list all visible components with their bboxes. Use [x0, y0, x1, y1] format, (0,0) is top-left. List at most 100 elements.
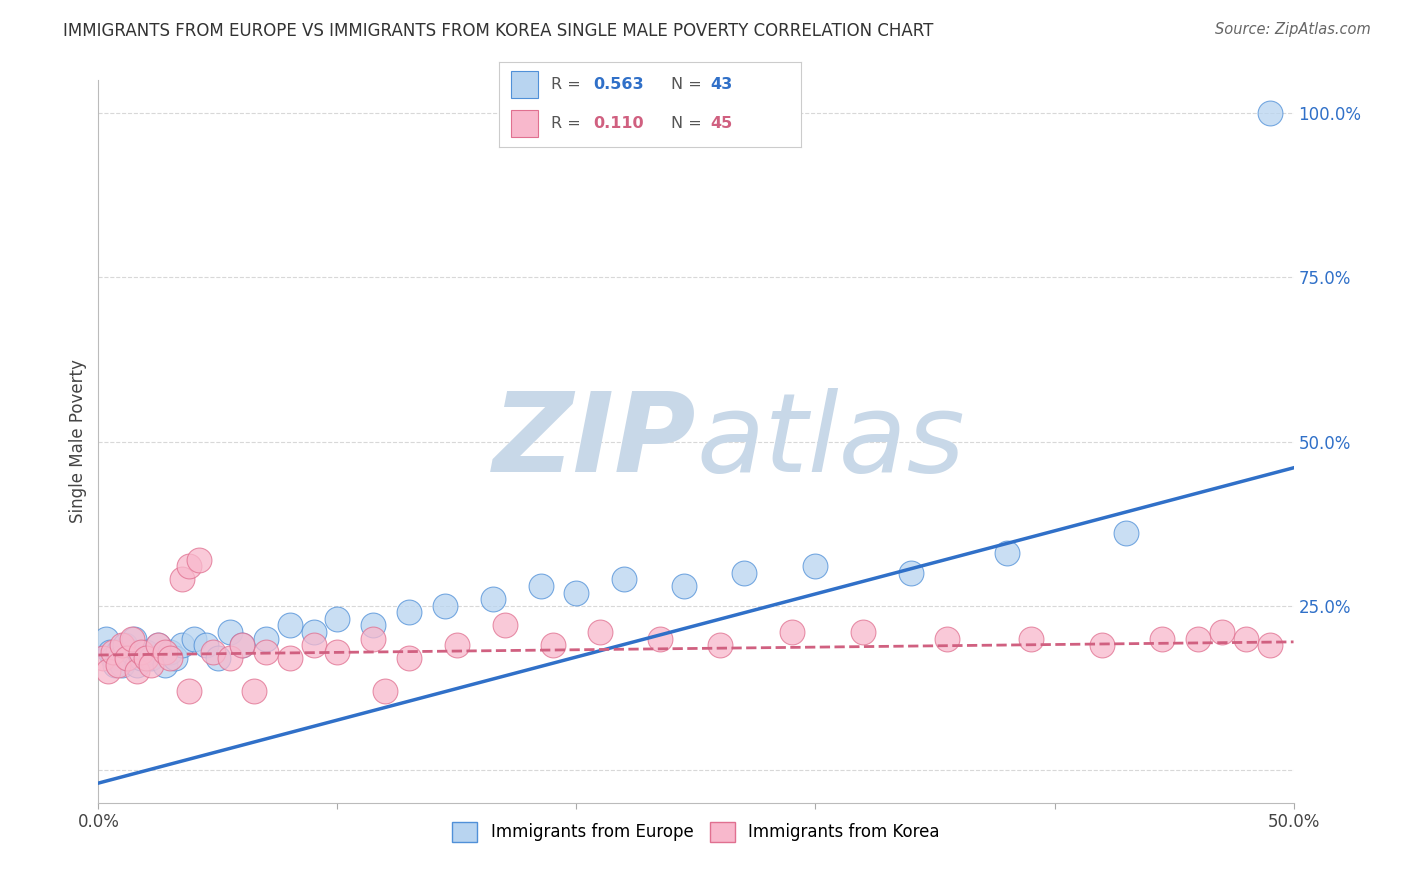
- Text: 0.563: 0.563: [593, 77, 644, 92]
- Point: [159, 651, 181, 665]
- Point: [326, 645, 349, 659]
- Point: [148, 638, 170, 652]
- Point: [148, 638, 170, 652]
- Point: [589, 625, 612, 640]
- Point: [363, 618, 385, 632]
- Point: [124, 632, 146, 646]
- Point: [135, 651, 157, 665]
- Point: [183, 632, 205, 646]
- Point: [1211, 625, 1233, 640]
- Point: [131, 645, 153, 659]
- Point: [278, 651, 301, 665]
- Point: [900, 566, 922, 580]
- Point: [243, 684, 266, 698]
- Point: [155, 657, 177, 672]
- Bar: [512, 71, 538, 98]
- Text: N =: N =: [672, 77, 707, 92]
- Text: N =: N =: [672, 116, 707, 131]
- Text: 43: 43: [710, 77, 733, 92]
- Point: [179, 684, 201, 698]
- Point: [115, 651, 138, 665]
- Text: atlas: atlas: [696, 388, 965, 495]
- Point: [207, 651, 229, 665]
- Point: [97, 665, 120, 679]
- Text: R =: R =: [551, 77, 585, 92]
- Point: [131, 651, 153, 665]
- Point: [101, 651, 124, 665]
- Point: [1187, 632, 1209, 646]
- Point: [91, 651, 114, 665]
- Point: [115, 651, 138, 665]
- Point: [1019, 632, 1042, 646]
- Point: [107, 657, 129, 672]
- Point: [936, 632, 959, 646]
- Point: [254, 632, 277, 646]
- Text: 0.110: 0.110: [593, 116, 644, 131]
- Point: [104, 657, 127, 672]
- Point: [107, 645, 129, 659]
- Point: [648, 632, 672, 646]
- Point: [159, 645, 181, 659]
- Point: [494, 618, 516, 632]
- Point: [613, 573, 636, 587]
- Point: [231, 638, 253, 652]
- Point: [98, 645, 122, 659]
- Point: [163, 651, 186, 665]
- Point: [481, 592, 505, 607]
- Point: [1152, 632, 1174, 646]
- Point: [302, 638, 325, 652]
- Point: [1115, 526, 1137, 541]
- Point: [139, 657, 162, 672]
- Point: [195, 638, 218, 652]
- Point: [374, 684, 396, 698]
- Point: [565, 585, 588, 599]
- Text: 45: 45: [710, 116, 733, 131]
- Point: [111, 657, 134, 672]
- Point: [278, 618, 301, 632]
- Point: [302, 625, 325, 640]
- Point: [172, 573, 194, 587]
- Point: [852, 625, 875, 640]
- Point: [673, 579, 696, 593]
- Point: [733, 566, 755, 580]
- Point: [155, 645, 177, 659]
- Point: [187, 553, 209, 567]
- Text: IMMIGRANTS FROM EUROPE VS IMMIGRANTS FROM KOREA SINGLE MALE POVERTY CORRELATION : IMMIGRANTS FROM EUROPE VS IMMIGRANTS FRO…: [63, 22, 934, 40]
- Point: [202, 645, 225, 659]
- Point: [172, 638, 194, 652]
- Point: [709, 638, 731, 652]
- Point: [219, 651, 242, 665]
- Point: [101, 645, 124, 659]
- Point: [108, 651, 131, 665]
- Text: R =: R =: [551, 116, 585, 131]
- Text: ZIP: ZIP: [492, 388, 696, 495]
- Point: [111, 638, 134, 652]
- Point: [94, 632, 117, 646]
- Point: [135, 645, 157, 659]
- Point: [541, 638, 564, 652]
- Point: [530, 579, 553, 593]
- Bar: [512, 110, 538, 137]
- Point: [121, 632, 143, 646]
- Point: [121, 645, 143, 659]
- Point: [1258, 638, 1281, 652]
- Point: [125, 657, 148, 672]
- Point: [804, 559, 827, 574]
- Point: [1234, 632, 1257, 646]
- Legend: Immigrants from Europe, Immigrants from Korea: Immigrants from Europe, Immigrants from …: [446, 815, 946, 848]
- Point: [446, 638, 468, 652]
- Point: [139, 651, 162, 665]
- Point: [1091, 638, 1114, 652]
- Point: [780, 625, 803, 640]
- Point: [254, 645, 277, 659]
- Point: [125, 665, 148, 679]
- Point: [114, 638, 136, 652]
- Point: [219, 625, 242, 640]
- Point: [363, 632, 385, 646]
- Point: [231, 638, 253, 652]
- Point: [434, 599, 457, 613]
- Point: [326, 612, 349, 626]
- Point: [995, 546, 1018, 560]
- Point: [398, 605, 420, 619]
- Point: [398, 651, 420, 665]
